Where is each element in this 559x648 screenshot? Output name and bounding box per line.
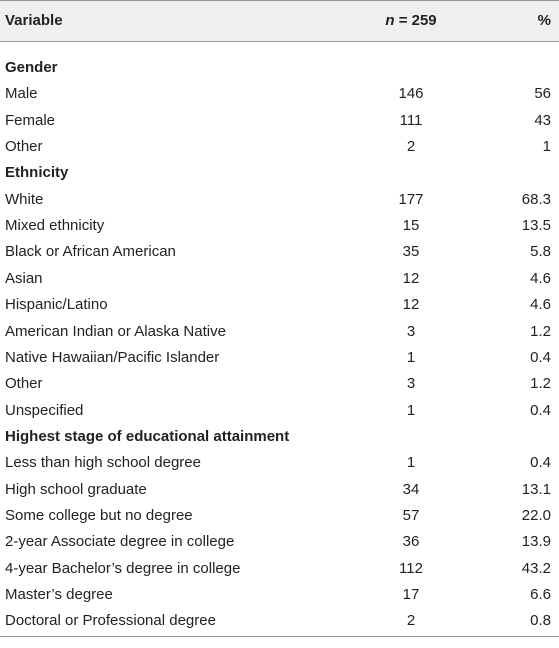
row-percent: 1.2 [530,375,551,393]
row-label: 4-year Bachelor’s degree in college [5,559,241,577]
row-percent: 6.6 [530,586,551,603]
row-label: Hispanic/Latino [5,296,108,314]
row-count: 1 [406,348,416,366]
row-label: Less than high school degree [5,454,201,472]
row-label: Doctoral or Professional degree [5,612,216,630]
section-title: Gender [5,59,58,76]
row-count: 12 [402,269,420,287]
row-label: Male [5,85,38,103]
row-percent: 4.6 [530,296,551,314]
row-percent: 0.4 [530,401,551,419]
row-percent: 0.4 [530,348,551,366]
row-percent: 43 [534,111,551,129]
row-count: 3 [406,375,416,393]
header-percent: % [537,12,551,29]
n-value: = 259 [398,12,437,29]
row-count: 34 [402,480,420,498]
row-count: 2 [406,138,416,156]
row-count: 1 [406,401,416,419]
row-count: 2 [406,612,416,630]
row-count: 35 [402,243,420,261]
row-percent: 22.0 [521,506,551,524]
row-label: Some college but no degree [5,506,193,524]
section-title: Highest stage of educational attainment [5,427,290,445]
row-percent: 5.8 [530,243,551,261]
row-percent: 13.9 [521,533,551,551]
row-label: Black or African American [5,243,176,261]
row-count: 146 [398,85,424,103]
row-label: Other [5,138,43,156]
row-label: Other [5,375,43,393]
row-count: 57 [402,506,420,524]
row-label: High school graduate [5,480,147,498]
row-percent: 43.2 [521,559,551,577]
row-percent: 1 [542,138,551,156]
row-percent: 4.6 [530,269,551,287]
row-count: 111 [399,111,423,129]
row-label: Female [5,111,56,129]
header-n: n = 259 [351,12,471,30]
row-count: 3 [406,322,416,340]
header-background [0,0,559,42]
row-label: Mixed ethnicity [5,217,105,235]
section-title: Ethnicity [5,164,69,182]
n-symbol: n [385,12,395,29]
row-label: Master’s degree [5,586,113,603]
row-count: 12 [402,296,420,314]
row-count: 15 [402,217,420,235]
row-label: 2-year Associate degree in college [5,533,235,551]
row-percent: 13.1 [521,480,551,498]
row-label: White [5,190,44,208]
row-label: Native Hawaiian/Pacific Islander [5,348,220,366]
header-variable: Variable [5,12,63,29]
row-label: Unspecified [5,401,84,419]
row-count: 17 [402,586,420,603]
row-percent: 1.2 [530,322,551,340]
row-percent: 13.5 [521,217,551,235]
row-percent: 0.4 [530,454,551,472]
row-count: 1 [406,454,416,472]
row-label: Asian [5,269,43,287]
row-label: American Indian or Alaska Native [5,322,226,340]
row-percent: 0.8 [530,612,551,630]
row-count: 112 [399,559,423,577]
row-percent: 56 [534,85,551,103]
row-percent: 68.3 [521,190,551,208]
row-count: 177 [398,190,424,208]
row-count: 36 [402,533,420,551]
bottom-rule [0,636,559,637]
